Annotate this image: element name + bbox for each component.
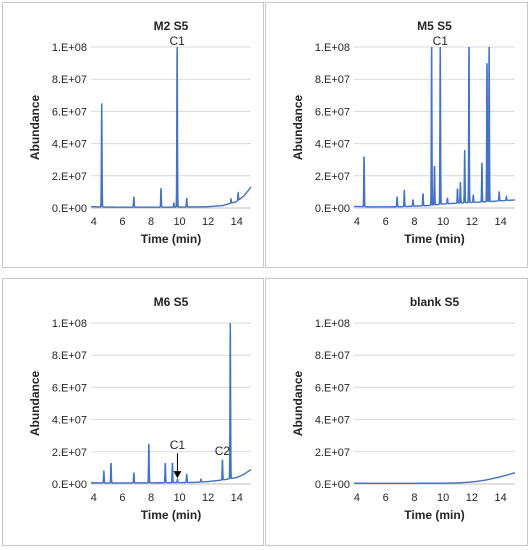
- y-tick-label: 2.E+07: [52, 171, 87, 183]
- series-line: [90, 47, 252, 208]
- y-tick-label: 0.E+00: [315, 203, 350, 215]
- chart-m5-svg: M5 S5 0.E+00 2.E+07 4.E+07 6.E+07 8.E+07 1.E+0…: [291, 19, 516, 246]
- y-tick-label: 2.E+07: [315, 447, 350, 459]
- y-tick-label: 0.E+00: [52, 203, 87, 215]
- x-tick-label: 14: [495, 216, 507, 228]
- annotation-label: C1: [433, 34, 449, 48]
- x-tick-label: 14: [231, 492, 243, 504]
- chart-m2-svg: M2 S5 0.E+00 2.E+07 4.E+07 6.E+07 8.E+07 1.E+0…: [28, 19, 252, 246]
- x-tick-label: 8: [148, 492, 154, 504]
- y-axis-label: Abundance: [28, 95, 42, 161]
- y-tick-label: 8.E+07: [315, 74, 350, 86]
- x-tick-label: 12: [202, 492, 214, 504]
- y-axis-label: Abundance: [291, 95, 305, 161]
- chart-title: M2 S5: [154, 19, 189, 33]
- y-axis-label: Abundance: [291, 371, 305, 437]
- y-tick-label: 1.E+08: [52, 42, 87, 54]
- x-tick-label: 10: [173, 492, 185, 504]
- annotation-label: C1: [169, 34, 185, 48]
- y-tick-label: 8.E+07: [52, 350, 87, 362]
- x-tick-label: 8: [148, 216, 154, 228]
- x-tick-label: 4: [91, 492, 97, 504]
- x-tick-label: 6: [119, 216, 125, 228]
- x-tick-label: 12: [466, 216, 478, 228]
- x-axis-label: Time (min): [141, 508, 201, 522]
- y-tick-label: 2.E+07: [315, 171, 350, 183]
- y-tick-label: 6.E+07: [315, 382, 350, 394]
- chart-blank-svg: blank S5 0.E+00 2.E+07 4.E+07 6.E+07 8.E+07 1.…: [291, 295, 516, 522]
- y-tick-label: 6.E+07: [52, 382, 87, 394]
- x-tick-label: 6: [383, 492, 389, 504]
- y-tick-label: 0.E+00: [52, 479, 87, 491]
- x-tick-label: 12: [202, 216, 214, 228]
- y-tick-label: 6.E+07: [52, 106, 87, 118]
- x-tick-label: 10: [437, 492, 449, 504]
- x-tick-label: 14: [495, 492, 507, 504]
- y-tick-label: 4.E+07: [52, 415, 87, 427]
- y-tick-label: 0.E+00: [315, 479, 350, 491]
- annotation-label: C1: [170, 438, 186, 452]
- x-tick-label: 6: [383, 216, 389, 228]
- x-tick-label: 14: [231, 216, 243, 228]
- x-tick-label: 10: [173, 216, 185, 228]
- chart-m6-svg: M6 S5 0.E+00 2.E+07 4.E+07 6.E+07 8.E+07 1.E+0…: [28, 295, 252, 522]
- y-tick-label: 8.E+07: [315, 350, 350, 362]
- chart-panel-m6: M6 S5 0.E+00 2.E+07 4.E+07 6.E+07 8.E+07 1.E+0…: [2, 278, 264, 546]
- x-tick-label: 10: [437, 216, 449, 228]
- chart-panel-m5: M5 S5 0.E+00 2.E+07 4.E+07 6.E+07 8.E+07 1.E+0…: [265, 2, 528, 268]
- y-axis-label: Abundance: [28, 371, 42, 437]
- x-axis-label: Time (min): [141, 232, 201, 246]
- chart-title: blank S5: [410, 295, 460, 309]
- chart-title: M5 S5: [417, 19, 452, 33]
- x-tick-label: 4: [91, 216, 97, 228]
- y-tick-label: 1.E+08: [315, 42, 350, 54]
- x-tick-label: 8: [411, 216, 417, 228]
- y-tick-label: 4.E+07: [315, 415, 350, 427]
- chart-title: M6 S5: [154, 295, 189, 309]
- series-line: [353, 472, 516, 485]
- annotation-label: C2: [215, 444, 231, 458]
- x-tick-label: 4: [354, 216, 360, 228]
- y-tick-label: 6.E+07: [315, 106, 350, 118]
- x-tick-label: 12: [466, 492, 478, 504]
- y-tick-label: 4.E+07: [52, 139, 87, 151]
- series-line: [91, 323, 252, 484]
- x-axis-label: Time (min): [404, 508, 464, 522]
- x-tick-label: 6: [119, 492, 125, 504]
- y-tick-label: 4.E+07: [315, 139, 350, 151]
- x-tick-label: 4: [354, 492, 360, 504]
- chart-panel-blank: blank S5 0.E+00 2.E+07 4.E+07 6.E+07 8.E+07 1.…: [265, 278, 528, 546]
- y-tick-label: 2.E+07: [52, 447, 87, 459]
- chart-panel-m2: M2 S5 0.E+00 2.E+07 4.E+07 6.E+07 8.E+07 1.E+0…: [2, 2, 264, 268]
- annotation-arrow-head: [173, 471, 182, 479]
- x-tick-label: 8: [411, 492, 417, 504]
- y-tick-label: 1.E+08: [315, 318, 350, 330]
- x-axis-label: Time (min): [404, 232, 464, 246]
- y-tick-label: 8.E+07: [52, 74, 87, 86]
- y-tick-label: 1.E+08: [52, 318, 87, 330]
